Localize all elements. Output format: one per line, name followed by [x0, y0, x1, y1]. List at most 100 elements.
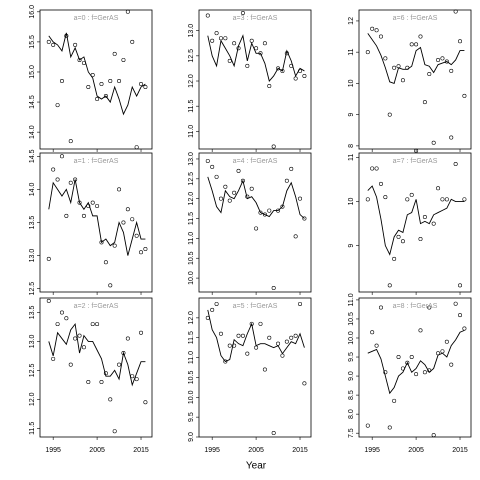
data-point	[440, 197, 445, 202]
data-point	[249, 186, 254, 191]
data-point	[409, 355, 414, 360]
data-point	[267, 208, 272, 213]
data-point	[227, 58, 232, 63]
data-point	[90, 322, 95, 327]
data-point	[284, 178, 289, 183]
data-point	[449, 362, 454, 367]
data-point	[378, 181, 383, 186]
data-point	[143, 246, 148, 251]
data-point	[374, 343, 379, 348]
data-point	[392, 398, 397, 403]
smooth-line	[207, 34, 305, 82]
data-point	[59, 154, 64, 159]
data-point	[95, 203, 100, 208]
x-tick-label: 1995	[45, 447, 61, 454]
data-point	[108, 397, 113, 402]
data-point	[254, 46, 259, 51]
data-point	[440, 349, 445, 354]
data-point	[240, 333, 245, 338]
y-tick-label: 10.0	[348, 331, 355, 345]
data-point	[462, 93, 467, 98]
panel-title: a=3 : f=GerAS	[233, 15, 278, 22]
y-tick-label: 13.0	[188, 152, 195, 166]
data-point	[210, 38, 215, 43]
data-point	[55, 177, 60, 182]
x-tick-label: 2005	[248, 447, 264, 454]
panel-title: a=5 : f=GerAS	[233, 303, 278, 310]
data-point	[462, 326, 467, 331]
data-point	[46, 256, 51, 261]
y-tick-label: 12.0	[188, 311, 195, 325]
data-point	[55, 322, 60, 327]
y-tick-label: 14.5	[29, 149, 36, 163]
data-point	[427, 72, 432, 77]
y-tick-label: 14.0	[29, 182, 36, 196]
panel-title: a=6 : f=GerAS	[393, 15, 438, 22]
data-point	[68, 139, 73, 144]
y-tick-label: 10	[348, 198, 355, 206]
data-point	[414, 42, 419, 47]
panel-title: a=4 : f=GerAS	[233, 158, 278, 165]
data-point	[240, 11, 245, 16]
data-point	[77, 57, 82, 62]
data-point	[262, 212, 267, 217]
data-point	[134, 233, 139, 238]
data-point	[46, 39, 51, 44]
data-point	[370, 330, 375, 335]
data-point	[117, 187, 122, 192]
smooth-line	[367, 185, 465, 256]
data-point	[254, 226, 259, 231]
data-point	[130, 39, 135, 44]
y-tick-label: 12.5	[29, 363, 36, 377]
data-point	[77, 333, 82, 338]
panel-frame	[198, 152, 312, 293]
data-point	[271, 431, 276, 436]
y-tick-label: 11.5	[188, 100, 195, 113]
data-point	[280, 353, 285, 358]
data-point	[453, 301, 458, 306]
y-tick-label: 11.0	[188, 125, 195, 138]
y-tick-label: 14.0	[29, 125, 36, 139]
data-point	[236, 168, 241, 173]
y-tick-label: 10.5	[348, 312, 355, 326]
data-point	[117, 362, 122, 367]
data-point	[99, 82, 104, 87]
y-tick-label: 8	[348, 144, 355, 148]
data-point	[73, 42, 78, 47]
data-point	[400, 78, 405, 83]
data-point	[400, 239, 405, 244]
data-point	[134, 377, 139, 382]
data-point	[414, 148, 419, 153]
data-point	[422, 100, 427, 105]
y-tick-label: 11.0	[188, 232, 195, 245]
data-point	[90, 200, 95, 205]
smooth-line	[367, 33, 465, 84]
data-point	[51, 167, 56, 172]
data-point	[293, 333, 298, 338]
data-point	[422, 214, 427, 219]
y-tick-label: 15.0	[29, 65, 36, 79]
data-point	[436, 57, 441, 62]
data-point	[81, 213, 86, 218]
data-point	[436, 186, 441, 191]
data-point	[293, 76, 298, 81]
data-point	[139, 330, 144, 335]
smooth-line	[207, 309, 305, 363]
x-tick-label: 2015	[133, 447, 149, 454]
data-point	[55, 103, 60, 108]
data-point	[271, 286, 276, 291]
data-point	[254, 345, 259, 350]
data-point	[431, 433, 436, 438]
data-point	[205, 158, 210, 163]
y-tick-label: 11	[348, 48, 355, 55]
panel-title: a=8 : f=GerAS	[393, 303, 438, 310]
smooth-line	[367, 329, 465, 395]
data-point	[365, 197, 370, 202]
data-point	[95, 97, 100, 102]
data-point	[387, 425, 392, 430]
data-point	[422, 370, 427, 375]
data-point	[267, 335, 272, 340]
data-point	[276, 341, 281, 346]
y-tick-label: 13.0	[29, 335, 36, 349]
